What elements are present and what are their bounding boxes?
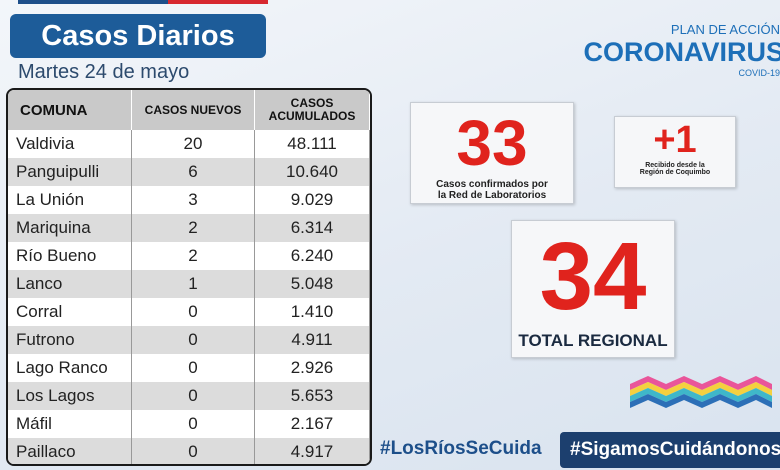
table-row: Lanco 1 5.048 bbox=[8, 270, 370, 298]
table-cell: 0 bbox=[131, 298, 255, 326]
table-cell: 2 bbox=[131, 214, 255, 242]
table-cell: 5.653 bbox=[254, 382, 370, 410]
table-row: La Unión 3 9.029 bbox=[8, 186, 370, 214]
table-cell: Lanco bbox=[8, 270, 132, 298]
external-box: +1 Recibido desde la Región de Coquimbo bbox=[614, 116, 736, 188]
table-cell: 48.111 bbox=[254, 130, 370, 158]
logo: PLAN DE ACCIÓN CORONAVIRUS COVID-19 bbox=[580, 22, 780, 78]
column-header: CASOS ACUMULADOS bbox=[254, 90, 370, 130]
table-row: Río Bueno 2 6.240 bbox=[8, 242, 370, 270]
table: COMUNA CASOS NUEVOS CASOS ACUMULADOS Valdiv… bbox=[8, 90, 370, 464]
column-header: COMUNA bbox=[8, 90, 132, 130]
date: Martes 24 de mayo bbox=[18, 61, 190, 83]
table-cell: 0 bbox=[131, 410, 255, 438]
table-cell: 20 bbox=[131, 130, 255, 158]
table-cell: 6.240 bbox=[254, 242, 370, 270]
total-box: 34 TOTAL REGIONAL bbox=[511, 220, 675, 358]
hashtag-banner: #SigamosCuidándonos bbox=[560, 432, 780, 468]
table-cell: 9.029 bbox=[254, 186, 370, 214]
table-cell: Los Lagos bbox=[8, 382, 132, 410]
total-value: 34 bbox=[539, 223, 647, 330]
table-row: Corral 0 1.410 bbox=[8, 298, 370, 326]
table-cell: Valdivia bbox=[8, 130, 132, 158]
lab-box: 33 Casos confirmados por la Red de Labor… bbox=[410, 102, 574, 204]
cases-table: COMUNA CASOS NUEVOS CASOS ACUMULADOS Valdiv… bbox=[6, 88, 372, 466]
flag-strip bbox=[18, 0, 268, 4]
table-row: Máfil 0 2.167 bbox=[8, 410, 370, 438]
table-cell: 10.640 bbox=[254, 158, 370, 186]
table-cell: 6 bbox=[131, 158, 255, 186]
table-cell: Lago Ranco bbox=[8, 354, 132, 382]
total-label: TOTAL REGIONAL bbox=[518, 331, 668, 350]
hashtag: #LosRíosSeCuida bbox=[380, 438, 542, 459]
table-row: Los Lagos 0 5.653 bbox=[8, 382, 370, 410]
table-row: Mariquina 2 6.314 bbox=[8, 214, 370, 242]
external-label: Recibido desde la Región de Coquimbo bbox=[639, 162, 711, 176]
table-cell: 3 bbox=[131, 186, 255, 214]
table-cell: 6.314 bbox=[254, 214, 370, 242]
table-cell: 1.410 bbox=[254, 298, 370, 326]
wave-decoration bbox=[630, 376, 772, 408]
table-cell: 0 bbox=[131, 382, 255, 410]
header-row: COMUNA CASOS NUEVOS CASOS ACUMULADOS bbox=[8, 90, 370, 130]
logo-name: CORONAVIRUS bbox=[583, 37, 780, 67]
table-cell: 4.917 bbox=[254, 438, 370, 464]
table-row: Panguipulli 6 10.640 bbox=[8, 158, 370, 186]
lab-label: Casos confirmados por la Red de Laborato… bbox=[436, 179, 548, 201]
table-cell: Panguipulli bbox=[8, 158, 132, 186]
table-cell: 0 bbox=[131, 326, 255, 354]
table-cell: 2.926 bbox=[254, 354, 370, 382]
table-cell: La Unión bbox=[8, 186, 132, 214]
table-cell: Máfil bbox=[8, 410, 132, 438]
table-cell: 5.048 bbox=[254, 270, 370, 298]
table-cell: 2.167 bbox=[254, 410, 370, 438]
table-cell: Paillaco bbox=[8, 438, 132, 464]
table-cell: 0 bbox=[131, 438, 255, 464]
table-row: Futrono 0 4.911 bbox=[8, 326, 370, 354]
table-cell: Mariquina bbox=[8, 214, 132, 242]
logo-plan: PLAN DE ACCIÓN bbox=[670, 22, 780, 37]
table-cell: 0 bbox=[131, 354, 255, 382]
table-cell: 2 bbox=[131, 242, 255, 270]
table-cell: 4.911 bbox=[254, 326, 370, 354]
table-row: Lago Ranco 0 2.926 bbox=[8, 354, 370, 382]
table-cell: Río Bueno bbox=[8, 242, 132, 270]
lab-value: 33 bbox=[456, 107, 528, 179]
column-header: CASOS NUEVOS bbox=[131, 90, 255, 130]
table-cell: Futrono bbox=[8, 326, 132, 354]
table-row: Valdivia 20 48.111 bbox=[8, 130, 370, 158]
table-cell: Corral bbox=[8, 298, 132, 326]
table-cell: 1 bbox=[131, 270, 255, 298]
table-row: Paillaco 0 4.917 bbox=[8, 438, 370, 464]
external-value: +1 bbox=[653, 119, 697, 161]
title: Casos Diarios bbox=[10, 14, 266, 58]
logo-sub: COVID-19 bbox=[738, 68, 780, 78]
